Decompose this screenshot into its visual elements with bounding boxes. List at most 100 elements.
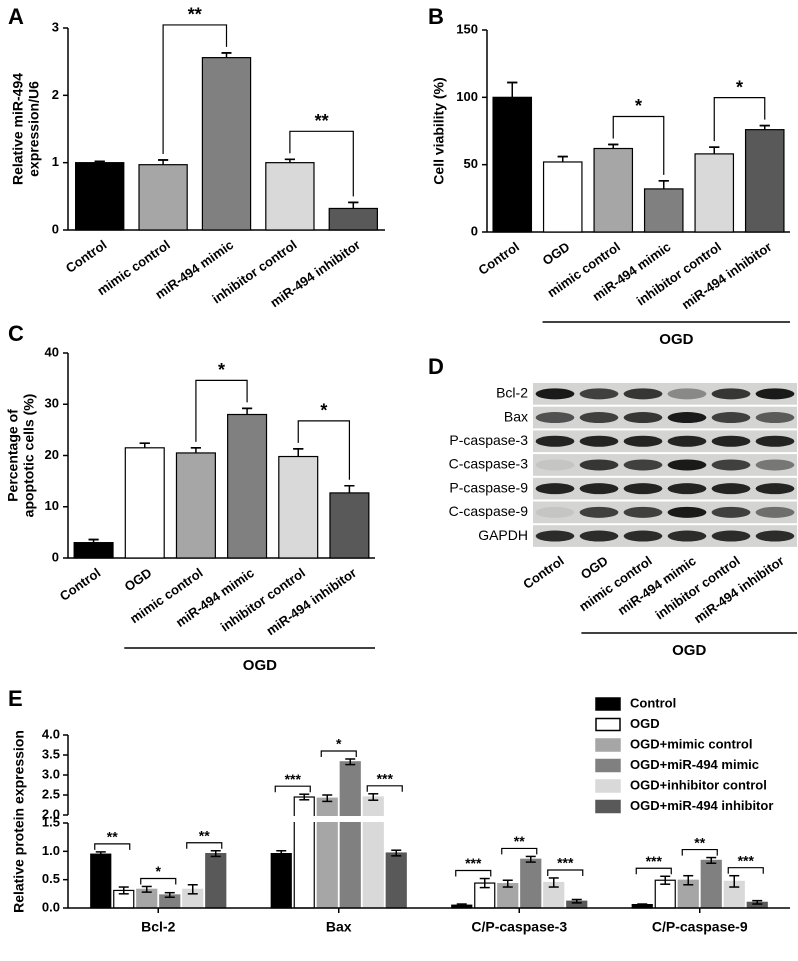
significance-bracket — [455, 869, 492, 877]
significance-label: *** — [738, 852, 755, 868]
blot-band — [711, 435, 751, 447]
significance-label: *** — [285, 771, 302, 787]
significance-bracket — [195, 379, 248, 442]
significance-label: *** — [377, 771, 394, 787]
bar — [278, 455, 319, 559]
y-tick-label: 3.0 — [42, 766, 60, 781]
blot-band — [755, 412, 795, 424]
blot-band — [579, 530, 619, 542]
bar — [492, 96, 533, 233]
bar — [694, 153, 735, 233]
significance-bracket — [289, 130, 354, 197]
panel-label: C — [8, 321, 24, 346]
significance-bracket — [186, 842, 223, 849]
significance-bracket — [94, 843, 131, 850]
significance-label: ** — [199, 827, 210, 843]
y-tick-label: 40 — [45, 344, 59, 359]
x-tick-label: OGD — [540, 239, 573, 268]
legend-swatch — [595, 758, 621, 773]
significance-label: * — [336, 736, 342, 752]
significance-label: *** — [465, 855, 482, 871]
blot-band — [755, 459, 795, 471]
blot-band — [579, 483, 619, 495]
blot-band — [711, 506, 751, 518]
blot-row-label: Bax — [504, 408, 528, 424]
blot-band — [667, 483, 707, 495]
bar — [643, 188, 684, 233]
significance-bracket — [635, 867, 672, 875]
y-tick-label: 3 — [52, 19, 59, 34]
y-axis-label: apoptotic cells (%) — [21, 394, 37, 518]
blot-band — [667, 530, 707, 542]
bar — [385, 852, 407, 909]
bar — [744, 129, 785, 233]
blot-band — [667, 459, 707, 471]
bar — [270, 852, 292, 909]
blot-row-label: P-caspase-3 — [449, 432, 528, 448]
blot-band — [755, 506, 795, 518]
blot-band — [623, 412, 663, 424]
x-tick-label: inhibitor control — [634, 239, 724, 308]
significance-bracket — [547, 869, 584, 876]
panel-label: E — [8, 686, 23, 711]
blot-band — [579, 435, 619, 447]
x-tick-label: OGD — [122, 565, 155, 594]
x-tick-label: inhibitor control — [218, 565, 308, 634]
blot-band — [755, 530, 795, 542]
bar — [265, 162, 315, 231]
blot-band — [623, 530, 663, 542]
significance-bracket — [713, 97, 766, 142]
y-tick-label: 10 — [45, 498, 59, 513]
axis-break-gap — [67, 816, 791, 822]
bar — [124, 447, 165, 559]
blot-band — [711, 388, 751, 400]
blot-band — [535, 483, 575, 495]
y-tick-label: 100 — [456, 89, 478, 104]
significance-label: ** — [315, 111, 329, 131]
blot-row-label: P-caspase-9 — [449, 479, 528, 495]
bar — [293, 796, 315, 909]
y-tick-label: 0 — [52, 221, 59, 236]
bar — [328, 207, 378, 231]
significance-bracket — [366, 785, 403, 792]
blot-band — [535, 506, 575, 518]
bar — [593, 147, 634, 233]
y-axis-label: Relative protein expression — [11, 730, 27, 913]
legend-swatch — [595, 697, 621, 711]
y-tick-label: 0.0 — [42, 899, 60, 914]
blot-band — [711, 412, 751, 424]
significance-label: * — [320, 401, 327, 421]
significance-label: * — [736, 77, 743, 97]
legend-label: OGD+mimic control — [630, 736, 752, 751]
significance-label: * — [218, 360, 225, 380]
legend-swatch — [595, 779, 621, 793]
bar — [90, 853, 112, 909]
bar — [227, 413, 268, 559]
blot-band — [535, 459, 575, 471]
blot-band — [711, 483, 751, 495]
bar — [175, 452, 216, 559]
blot-band — [535, 412, 575, 424]
panel-label: D — [428, 354, 444, 379]
bar — [700, 859, 722, 909]
blot-band — [711, 530, 751, 542]
significance-bracket — [320, 750, 357, 757]
group-label: OGD — [659, 331, 693, 348]
bar — [520, 858, 542, 909]
y-tick-label: 4.0 — [42, 726, 60, 741]
bar — [542, 161, 583, 233]
y-tick-label: 1.5 — [42, 814, 60, 829]
significance-bracket — [681, 848, 718, 856]
y-axis-label: expression/U6 — [26, 81, 42, 177]
bar — [316, 797, 338, 909]
bar — [138, 164, 188, 231]
bar — [75, 162, 125, 231]
blot-lane-label: Control — [520, 553, 566, 592]
blot-band — [535, 530, 575, 542]
y-tick-label: 50 — [464, 156, 478, 171]
y-tick-label: 2.5 — [42, 786, 60, 801]
significance-label: ** — [107, 829, 118, 845]
y-axis-label: Percentage of — [5, 409, 21, 502]
significance-bracket — [297, 420, 351, 480]
